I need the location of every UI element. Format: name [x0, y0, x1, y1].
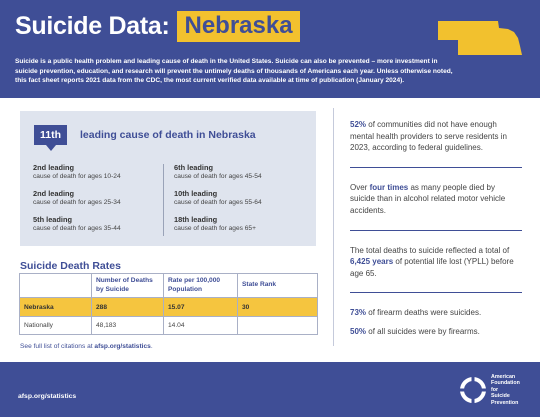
leading-cause-box: 11th leading cause of death in Nebraska …: [20, 111, 316, 246]
leading-rank: 2nd leading: [33, 163, 75, 172]
leading-list-right: 6th leading cause of death for ages 45-5…: [174, 163, 302, 241]
table-header-cell: State Rank: [237, 273, 318, 298]
fact-text: as many people died by suicide than in a…: [350, 182, 506, 215]
facts-column: 52% of communities did not have enough m…: [350, 119, 522, 338]
leading-desc: cause of death for ages 10-24: [33, 173, 121, 180]
leading-desc: cause of death for ages 65+: [174, 225, 256, 232]
leading-desc: cause of death for ages 25-34: [33, 199, 121, 206]
fact-divider: [350, 229, 522, 231]
fact-text: Over: [350, 182, 370, 192]
leading-rank: 5th leading: [33, 215, 73, 224]
logo-line: American: [491, 374, 516, 380]
leading-list-left: 2nd leading cause of death for ages 10-2…: [33, 163, 161, 241]
fact-highlight: 6,425 years: [350, 257, 394, 267]
citations-note: See full list of citations at afsp.org/s…: [20, 343, 153, 350]
table-row: Nationally 48,183 14.04: [19, 316, 318, 335]
fact-text: of communities did not have enough menta…: [350, 120, 507, 153]
citations-link[interactable]: afsp.org/statistics: [94, 343, 151, 350]
fact-highlight: 52%: [350, 120, 367, 129]
leading-desc: cause of death for ages 35-44: [33, 225, 121, 232]
lifesaver-ring-icon: [460, 377, 486, 404]
table-cell: Nebraska: [19, 297, 92, 317]
fact-divider: [350, 166, 522, 168]
leading-item: 2nd leading cause of death for ages 10-2…: [33, 163, 161, 189]
fact-highlight: four times: [369, 182, 409, 192]
table-cell: Nationally: [19, 316, 92, 335]
logo-line: Foundation: [491, 380, 520, 387]
leading-item: 5th leading cause of death for ages 35-4…: [33, 215, 161, 241]
leading-item: 2nd leading cause of death for ages 25-3…: [33, 189, 161, 215]
table-cell: [237, 316, 318, 335]
table-header-cell: Rate per 100,000 Population: [163, 273, 238, 298]
leading-item: 10th leading cause of death for ages 55-…: [174, 189, 302, 215]
fact-firearm-suicides: 50% of all suicides were by firearms.: [350, 326, 522, 338]
state-name-badge: Nebraska: [177, 11, 300, 42]
footer-banner: afsp.org/statistics American Foundation …: [0, 362, 540, 417]
table-cell: 14.04: [163, 316, 238, 335]
table-cell: 288: [91, 297, 164, 317]
column-separator: [333, 108, 334, 346]
fact-firearm-deaths: 73% of firearm deaths were suicides.: [350, 307, 522, 319]
leading-desc: cause of death for ages 55-64: [174, 199, 262, 206]
fact-ypll: The total deaths to suicide reflected a …: [350, 245, 522, 280]
leading-desc: cause of death for ages 45-54: [174, 173, 262, 180]
rank-headline: leading cause of death in Nebraska: [80, 129, 256, 141]
table-header-cell: Number of Deaths by Suicide: [91, 273, 164, 298]
leading-rank: 18th leading: [174, 215, 218, 224]
table-row: Nebraska 288 15.07 30: [19, 297, 318, 317]
intro-paragraph: Suicide is a public health problem and l…: [15, 58, 453, 85]
fact-text: of all suicides were by firearms.: [366, 326, 480, 336]
table-cell: 48,183: [91, 316, 164, 335]
logo-line: Prevention: [491, 399, 519, 406]
logo-text: American Foundation for Suicide Preventi…: [491, 374, 520, 406]
afsp-logo: American Foundation for Suicide Preventi…: [460, 374, 520, 406]
table-header-row: Number of Deaths by Suicide Rate per 100…: [19, 273, 318, 298]
table-header-cell: [19, 273, 92, 298]
logo-line: Suicide: [491, 393, 510, 400]
title-text: Suicide Data:: [15, 12, 170, 40]
leading-rank: 6th leading: [174, 163, 214, 172]
fact-highlight: 73%: [350, 308, 367, 318]
fact-motor-vehicle: Over four times as many people died by s…: [350, 182, 522, 217]
fact-providers: 52% of communities did not have enough m…: [350, 119, 522, 154]
table-cell: 30: [237, 297, 318, 317]
citations-suffix: .: [150, 343, 153, 350]
rates-title: Suicide Death Rates: [20, 260, 121, 272]
leading-rank: 2nd leading: [33, 189, 75, 198]
logo-line: for: [491, 386, 499, 393]
fact-highlight: 50%: [350, 326, 367, 336]
table-cell: 15.07: [163, 297, 238, 317]
fact-text: of potential life lost (YPLL) before age…: [350, 257, 514, 278]
fact-divider: [350, 292, 522, 294]
page-title: Suicide Data: Nebraska: [15, 11, 300, 42]
nebraska-map-icon: [438, 21, 522, 55]
footer-url-link[interactable]: afsp.org/statistics: [18, 393, 77, 400]
column-divider: [163, 164, 164, 236]
fact-text: The total deaths to suicide reflected a …: [350, 245, 510, 255]
citations-prefix: See full list of citations at: [20, 343, 95, 350]
leading-rank: 10th leading: [174, 189, 218, 198]
leading-item: 18th leading cause of death for ages 65+: [174, 215, 302, 241]
death-rates-table: Number of Deaths by Suicide Rate per 100…: [19, 273, 318, 335]
leading-item: 6th leading cause of death for ages 45-5…: [174, 163, 302, 189]
header-banner: Suicide Data: Nebraska Suicide is a publ…: [0, 0, 540, 98]
fact-text: of firearm deaths were suicides.: [366, 308, 482, 318]
rank-badge: 11th: [34, 125, 67, 151]
